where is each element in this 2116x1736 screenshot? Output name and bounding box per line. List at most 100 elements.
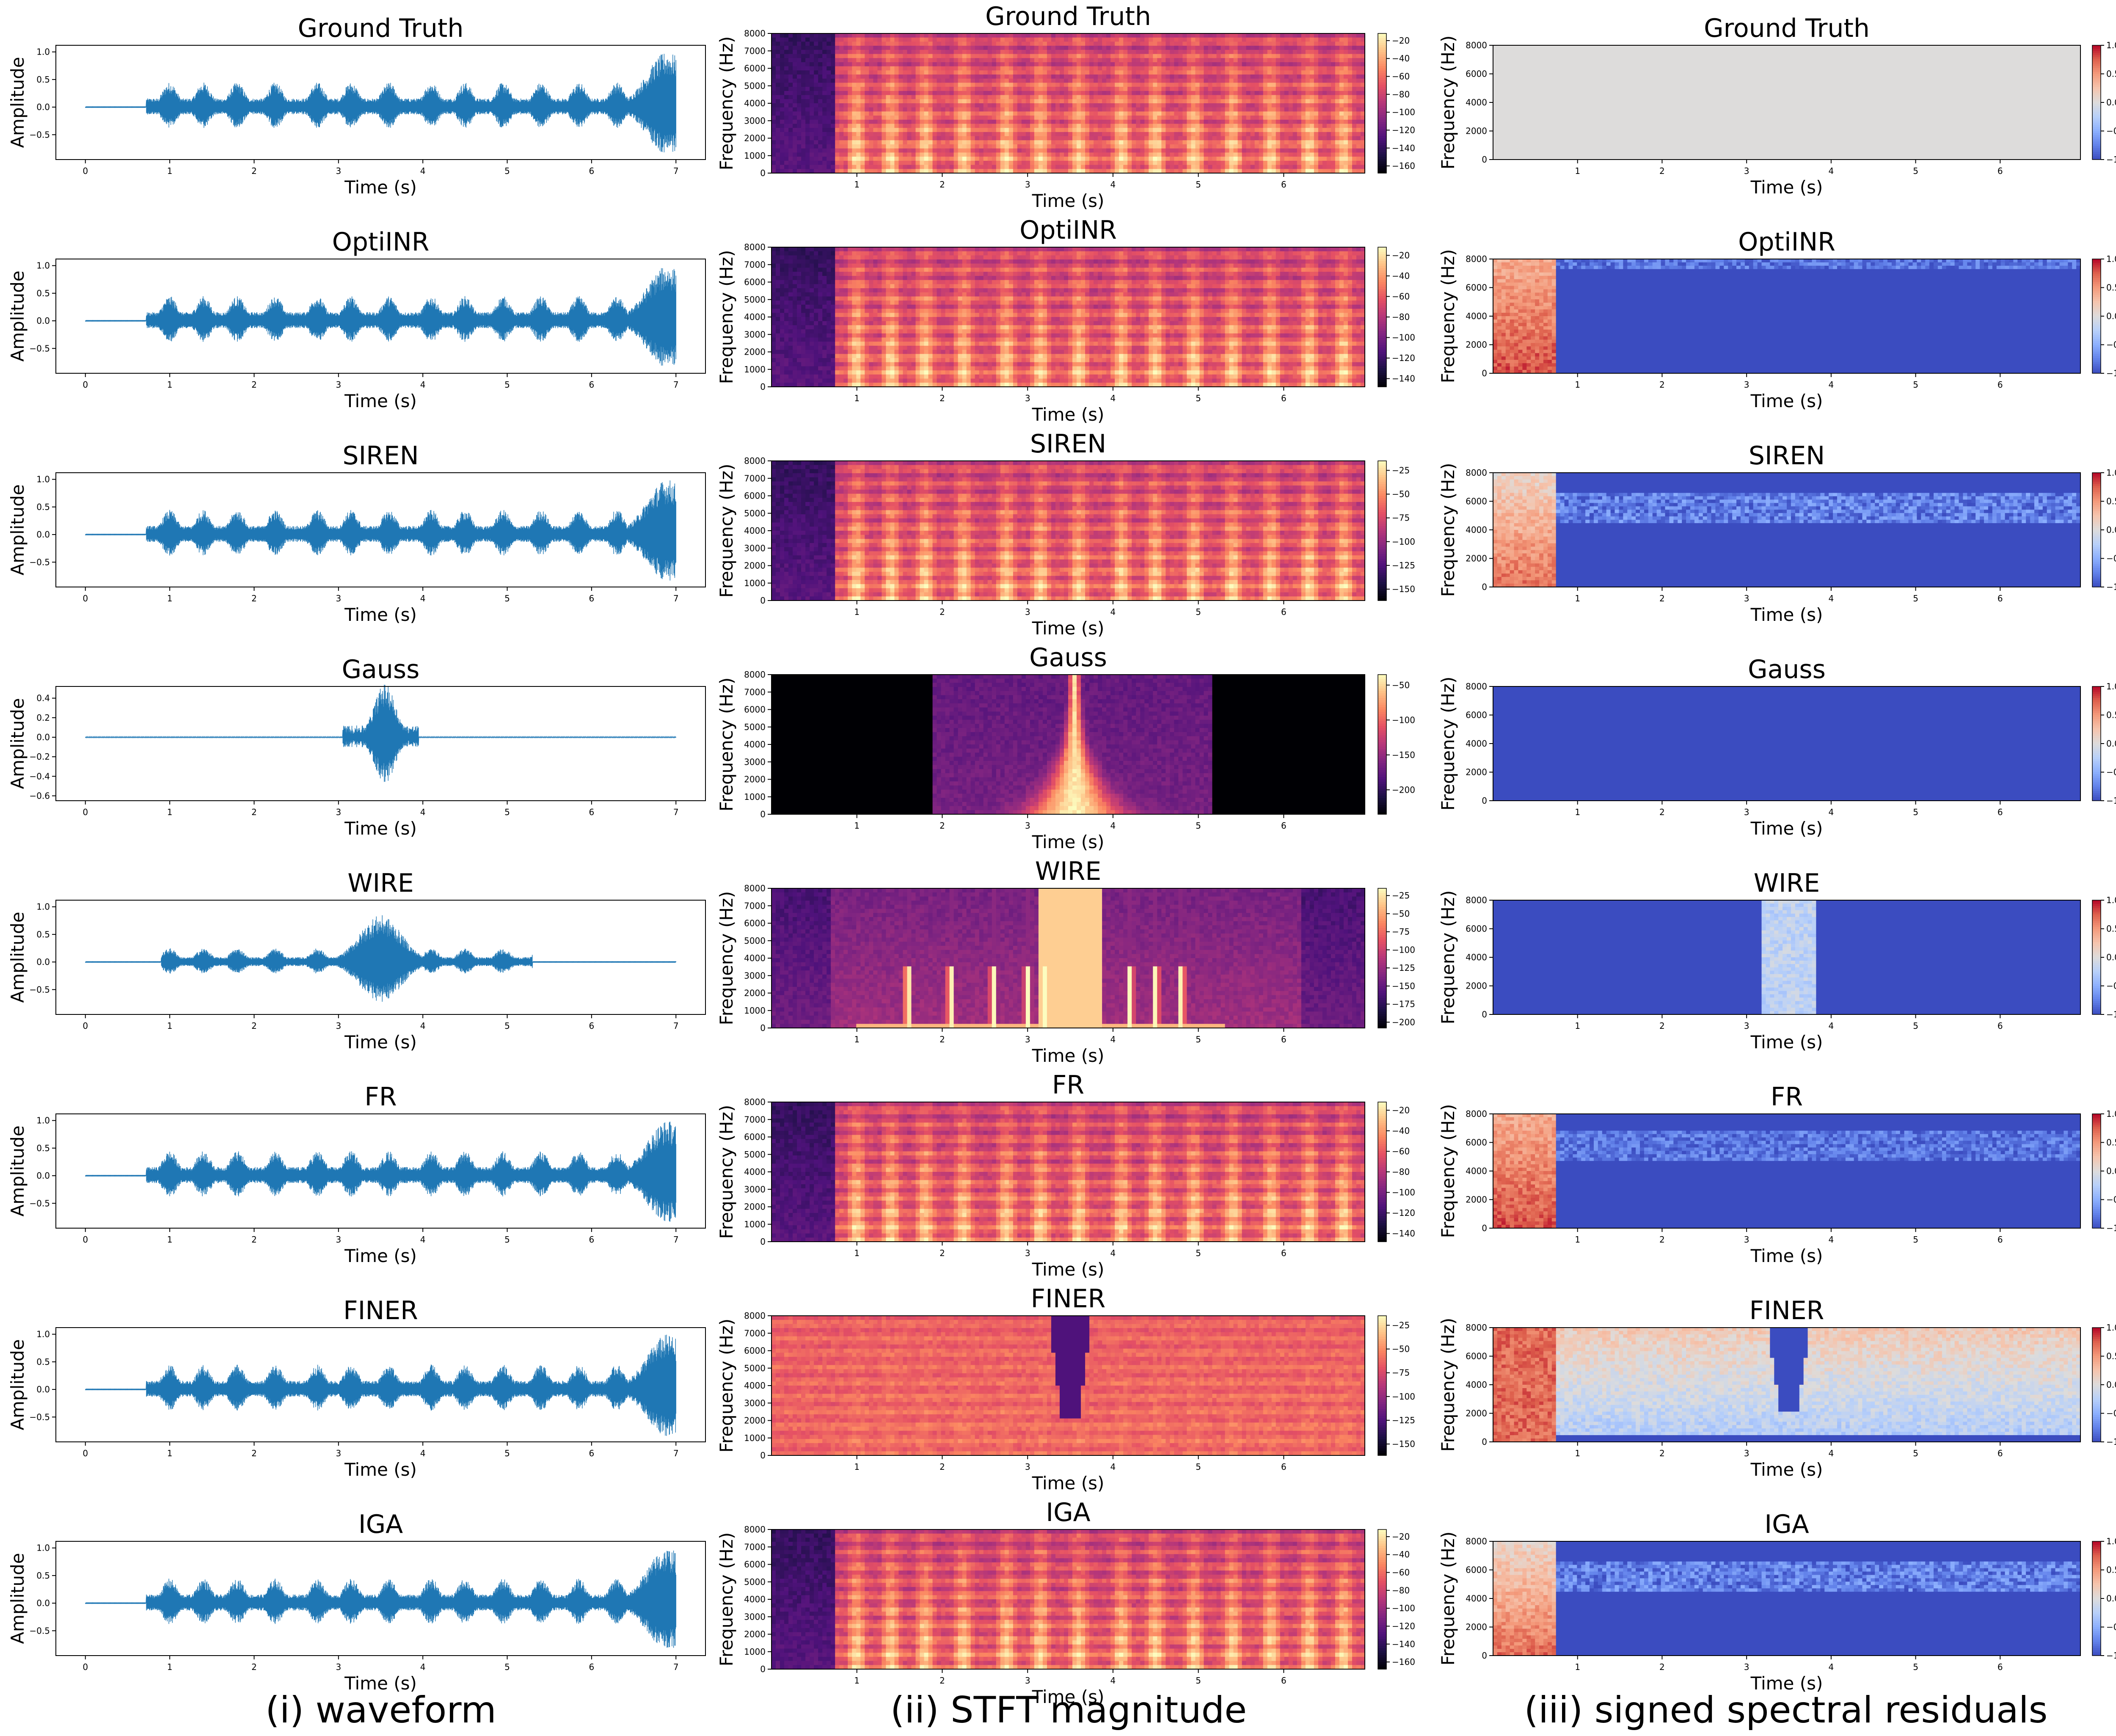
panel-title: Gauss	[1748, 655, 1826, 684]
x-axis-label: Time (s)	[1750, 604, 1823, 625]
y-tick-label: 8000	[744, 456, 766, 466]
x-tick-label: 3	[336, 380, 341, 390]
x-tick-label: 4	[420, 1021, 426, 1031]
stft-panel-fr: FR1 2 3 4 5 601000200030004000500060007000800…	[716, 1070, 1415, 1280]
x-tick-label: 6	[1281, 179, 1287, 190]
x-tick-label: 6	[1998, 1448, 2003, 1458]
waveform-line	[85, 915, 676, 1002]
x-tick-label: 5	[1913, 166, 1918, 176]
x-tick-label: 7	[673, 1021, 679, 1031]
y-tick-label: 1000	[744, 1433, 766, 1443]
x-tick-label: 6	[1281, 1462, 1287, 1472]
panel-title: FINER	[1031, 1284, 1106, 1314]
residual-heatmap	[1493, 259, 2081, 374]
x-tick-label: 2	[251, 807, 257, 817]
residual-colorbar: 1.00.50.0−0.5−1.0	[2092, 1323, 2116, 1447]
x-tick-label: 1	[167, 593, 173, 603]
y-tick-label: 6000	[1466, 1565, 1487, 1575]
y-axis-label: Amplitude	[7, 1125, 28, 1216]
y-tick-label: 6000	[1466, 710, 1487, 720]
colorbar-tick-label: −1.0	[2106, 582, 2116, 592]
colorbar-tick-label: −1.0	[2106, 1223, 2116, 1233]
x-tick-label: 5	[504, 1662, 510, 1672]
colorbar-tick-label: −100	[1392, 537, 1415, 547]
x-tick-label: 2	[1659, 1234, 1665, 1245]
colorbar-tick-label: −20	[1392, 1105, 1410, 1115]
x-tick-label: 2	[251, 1448, 257, 1458]
x-tick-label: 5	[1196, 1034, 1201, 1044]
x-tick-label: 0	[83, 1021, 88, 1031]
x-tick-label: 1	[854, 1675, 860, 1686]
x-tick-label: 3	[1025, 821, 1030, 831]
y-tick-label: 0	[1482, 582, 1487, 592]
x-tick-label: 4	[1110, 821, 1116, 831]
y-tick-label: 3000	[744, 757, 766, 767]
y-tick-label: 4000	[744, 1594, 766, 1604]
colorbar-tick-label: −120	[1392, 125, 1415, 135]
y-tick-label: 8000	[744, 1097, 766, 1107]
y-tick-label: 7000	[744, 687, 766, 697]
y-tick-label: 5000	[744, 722, 766, 732]
y-tick-label: 5000	[744, 936, 766, 946]
colorbar-tick-label: −0.5	[2106, 981, 2116, 991]
y-tick-label: 0	[760, 809, 766, 819]
x-tick-label: 5	[1913, 807, 1918, 817]
x-tick-label: 1	[167, 807, 173, 817]
colorbar-tick-label: −1.0	[2106, 796, 2116, 806]
colorbar-tick-label: −0.5	[2106, 1622, 2116, 1632]
y-tick-label: 3000	[744, 543, 766, 553]
colorbar-tick-label: 0.5	[2106, 1351, 2116, 1361]
colorbar-tick-label: 0.5	[2106, 69, 2116, 79]
y-tick-label: 3000	[744, 329, 766, 339]
x-tick-label: 2	[940, 1248, 945, 1258]
x-tick-label: 2	[1659, 166, 1665, 176]
y-tick-label: 0.0	[36, 732, 50, 742]
y-tick-label: 6000	[1466, 496, 1487, 507]
y-tick-label: −0.5	[29, 1198, 50, 1208]
residual-colorbar: 1.00.50.0−0.5−1.0	[2092, 1536, 2116, 1661]
x-tick-label: 1	[167, 1662, 173, 1672]
y-tick-label: 4000	[1466, 738, 1487, 749]
panel-title: Ground Truth	[985, 2, 1151, 31]
x-tick-label: 5	[1196, 1462, 1201, 1472]
x-tick-label: 3	[336, 166, 341, 176]
y-tick-label: 6000	[744, 918, 766, 929]
x-tick-label: 4	[420, 380, 426, 390]
y-tick-label: 7000	[744, 1542, 766, 1552]
y-tick-label: 1000	[744, 578, 766, 588]
colorbar-tick-label: −40	[1392, 53, 1410, 63]
x-tick-label: 4	[1110, 393, 1116, 403]
y-tick-label: 0	[760, 1450, 766, 1460]
x-tick-label: 1	[1575, 166, 1580, 176]
y-tick-label: −0.5	[29, 343, 50, 353]
x-tick-label: 6	[589, 1234, 595, 1245]
x-tick-label: 2	[1659, 593, 1665, 603]
y-tick-label: 7000	[744, 901, 766, 911]
residual-colorbar: 1.00.50.0−0.5−1.0	[2092, 468, 2116, 592]
x-tick-label: 0	[83, 1662, 88, 1672]
x-tick-label: 5	[1913, 380, 1918, 390]
x-tick-label: 5	[1196, 1248, 1201, 1258]
y-tick-label: 3000	[744, 116, 766, 126]
colorbar-tick-label: −160	[1392, 161, 1415, 171]
y-tick-label: 0.0	[36, 316, 50, 326]
colorbar-tick-label: −60	[1392, 291, 1410, 301]
x-tick-label: 0	[83, 593, 88, 603]
x-tick-label: 0	[83, 166, 88, 176]
x-tick-label: 5	[504, 380, 510, 390]
residual-heatmap	[1493, 1328, 2081, 1442]
x-tick-label: 1	[854, 1034, 860, 1044]
panel-title: SIREN	[1749, 441, 1825, 471]
colorbar-tick-label: −100	[1392, 1392, 1415, 1402]
x-tick-label: 6	[1281, 1248, 1287, 1258]
y-tick-label: 0	[760, 595, 766, 606]
colorbar-tick-label: −120	[1392, 353, 1415, 363]
x-tick-label: 7	[673, 166, 679, 176]
stft-colorbar: −20−40−60−80−100−120−140	[1378, 1102, 1415, 1242]
x-tick-label: 4	[1110, 1462, 1116, 1472]
residual-heatmap	[1493, 1541, 2081, 1656]
